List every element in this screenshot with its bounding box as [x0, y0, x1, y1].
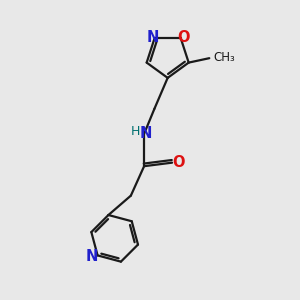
Text: O: O — [177, 30, 189, 45]
Text: O: O — [172, 155, 185, 170]
Text: N: N — [140, 126, 152, 141]
Text: N: N — [146, 30, 158, 45]
Text: H: H — [131, 125, 141, 138]
Text: N: N — [86, 249, 98, 264]
Text: CH₃: CH₃ — [214, 51, 236, 64]
